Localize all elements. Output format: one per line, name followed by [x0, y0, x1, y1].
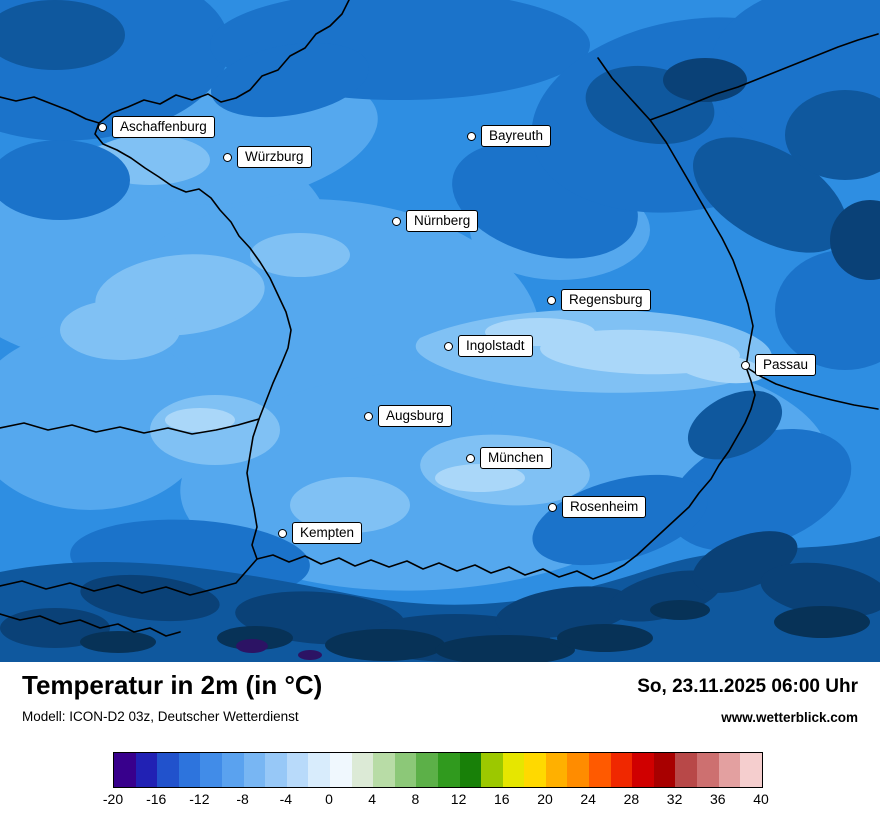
colorbar-tick-label: 0 [325, 791, 333, 807]
colorbar-cell [157, 753, 179, 787]
border-southwest-corner [0, 613, 181, 637]
footer-panel: Temperatur in 2m (in °C) Modell: ICON-D2… [0, 662, 880, 830]
colorbar-cell [394, 753, 417, 787]
colorbar-tick-label: 16 [494, 791, 510, 807]
colorbar-tick-label: 24 [580, 791, 596, 807]
border-west-internal [0, 418, 260, 435]
colorbar-cell [610, 753, 633, 787]
colorbar-cell [200, 753, 222, 787]
colorbar-tick-label: 32 [666, 791, 683, 807]
colorbar-cell [135, 753, 158, 787]
model-info: Modell: ICON-D2 03z, Deutscher Wetterdie… [22, 709, 299, 724]
colorbar-cell [329, 753, 352, 787]
colorbar-cell [567, 753, 590, 787]
colorbar-tick-label: 4 [368, 791, 377, 807]
colorbar-tick-labels: -20 -16 -12 -8 -4 0 4 8 12 16 20 24 28 32 36 40 [103, 791, 769, 811]
colorbar-tick-label: 12 [450, 791, 467, 807]
colorbar-cell [221, 753, 244, 787]
colorbar-cell [308, 753, 330, 787]
colorbar-cell [718, 753, 741, 787]
border-alps [256, 366, 756, 580]
temp-fill-coldest [236, 639, 322, 660]
colorbar-tick-label: 20 [537, 791, 553, 807]
website-label: www.wetterblick.com [721, 710, 858, 725]
colorbar-tick-label: 36 [710, 791, 726, 807]
border-czech-ne [649, 33, 879, 121]
colorbar-cell [243, 753, 266, 787]
colorbar-cell [265, 753, 287, 787]
border-czech [597, 57, 754, 368]
colorbar-cell [437, 753, 460, 787]
colorbar-cell [459, 753, 482, 787]
forecast-datetime: So, 23.11.2025 06:00 Uhr [637, 676, 858, 697]
colorbar-tick-label: 8 [411, 791, 420, 807]
colorbar-tick-label: -4 [279, 791, 293, 807]
colorbar-cell [481, 753, 503, 787]
colorbar-cell [653, 753, 676, 787]
colorbar-cell [697, 753, 719, 787]
temp-fill-darkest [80, 600, 870, 662]
colorbar-cell [286, 753, 309, 787]
colorbar-tick-label: 40 [753, 791, 769, 807]
border-northwest-link [0, 96, 100, 124]
border-lines [0, 0, 879, 637]
colorbar-tick-label: -12 [189, 791, 210, 807]
colorbar-cell [675, 753, 698, 787]
colorbar-tick-label: -8 [236, 791, 249, 807]
colorbar-cell [114, 753, 136, 787]
map-area: Aschaffenburg Würzburg Bayreuth Nürnberg Reg… [0, 0, 880, 662]
colorbar-tick-label: -20 [102, 791, 124, 807]
colorbar-cell [740, 753, 762, 787]
temperature-map [0, 0, 880, 662]
colorbar-cell [589, 753, 611, 787]
colorbar-cell [351, 753, 374, 787]
colorbar-cell [545, 753, 568, 787]
colorbar-cell [524, 753, 546, 787]
colorbar-cell [632, 753, 654, 787]
colorbar-cell [416, 753, 438, 787]
temp-fill-dark2 [0, 0, 880, 662]
colorbar-tick-label: -16 [146, 791, 167, 807]
colorbar-cell [373, 753, 395, 787]
temp-fill-lightest [165, 318, 765, 492]
border-west [94, 0, 350, 560]
border-southwest [0, 558, 258, 596]
colorbar-cell [178, 753, 201, 787]
colorbar-cell [502, 753, 525, 787]
page-title: Temperatur in 2m (in °C) [22, 670, 323, 700]
temperature-colorbar [113, 752, 763, 788]
colorbar-tick-label: 28 [623, 791, 640, 807]
border-austria-east [745, 366, 879, 410]
